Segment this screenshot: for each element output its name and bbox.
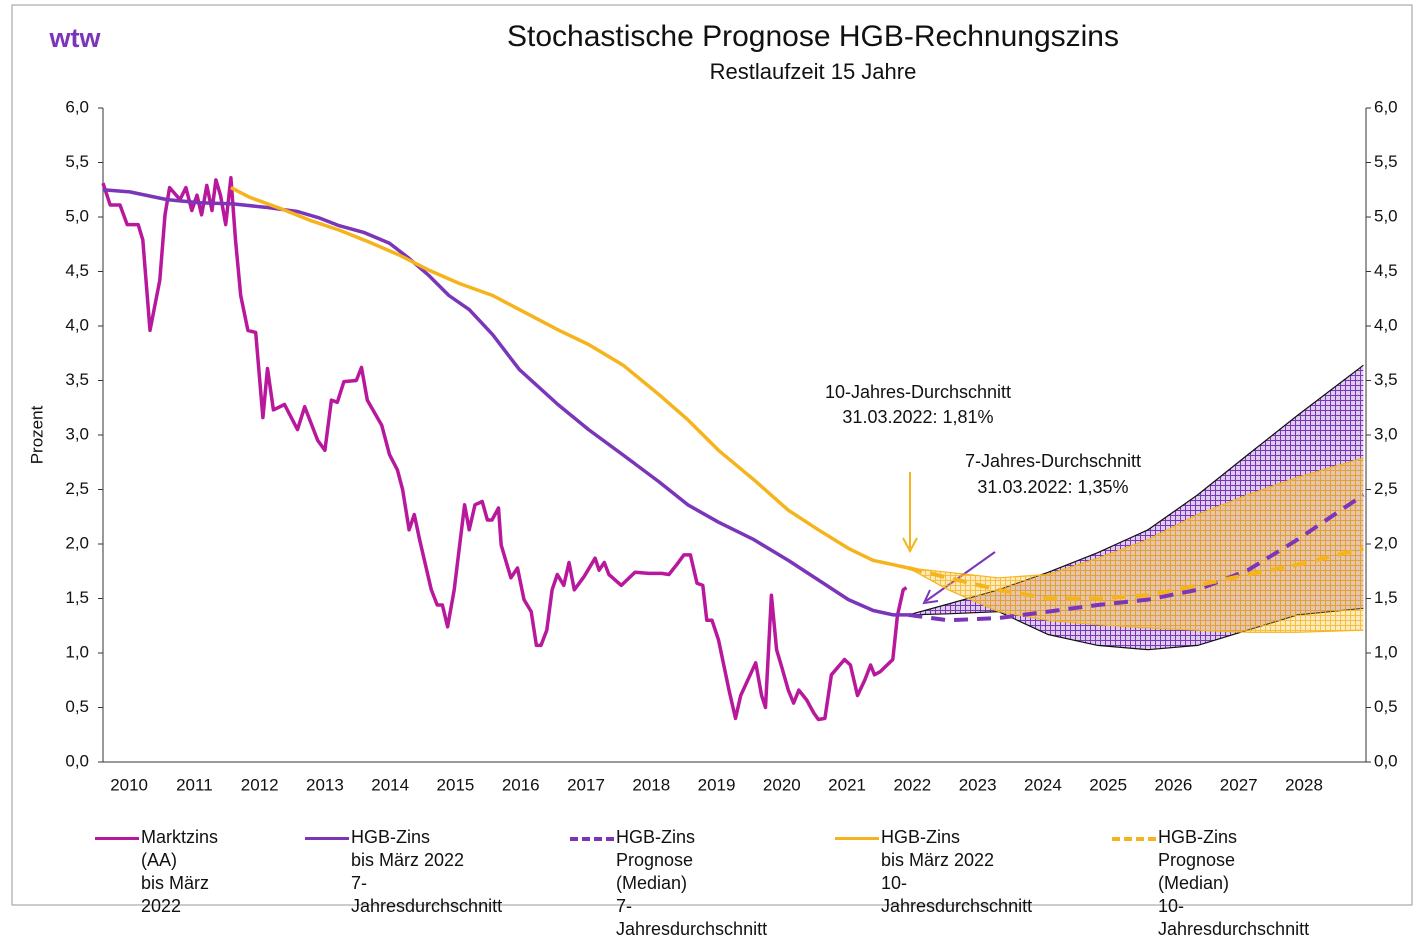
- legend-label: HGB-Zins bis März 2022 7-Jahresdurchschn…: [351, 827, 503, 916]
- y-tick-label: 3,5: [65, 370, 89, 389]
- y-tick-label: 1,0: [65, 642, 89, 661]
- y-tick-label: 1,5: [65, 588, 89, 607]
- x-tick-label: 2011: [176, 775, 213, 794]
- series-line: [908, 493, 1365, 623]
- x-tick-label: 2015: [437, 775, 475, 794]
- x-tick-label: 2019: [698, 775, 736, 794]
- band-lower: [908, 567, 1364, 633]
- x-tick-label: 2017: [567, 775, 605, 794]
- logo: wtw: [49, 23, 102, 53]
- band-upper: [908, 457, 1364, 579]
- series-line: [230, 186, 909, 570]
- chart-title: Stochastische Prognose HGB-Rechnungszins: [507, 20, 1119, 53]
- chart: wtw Stochastische Prognose HGB-Rechnungs…: [11, 4, 1413, 906]
- x-tick-label: 2028: [1285, 775, 1323, 794]
- x-tick-label: 2014: [371, 775, 409, 794]
- x-tick-label: 2027: [1220, 775, 1258, 794]
- y2-tick-label: 2,5: [1374, 479, 1398, 498]
- legend-label: HGB-Zins bis März 2022 10-Jahresdurchsch…: [881, 827, 1033, 916]
- annotation: 10-Jahres-Durchschnitt: [825, 382, 1011, 402]
- y-tick-label: 0,5: [65, 697, 89, 716]
- chart-subtitle: Restlaufzeit 15 Jahre: [710, 59, 917, 84]
- x-tick-label: 2016: [502, 775, 540, 794]
- y-tick-label: 0,0: [65, 751, 89, 770]
- y-tick-label: 3,0: [65, 424, 89, 443]
- legend-swatch: [1112, 837, 1156, 841]
- series-line: [101, 176, 908, 722]
- x-tick-label: 2013: [306, 775, 344, 794]
- y-tick-label: 5,5: [65, 152, 89, 171]
- y2-tick-label: 4,5: [1374, 261, 1398, 280]
- annotation: 31.03.2022: 1,35%: [977, 477, 1128, 497]
- x-tick-label: 2020: [763, 775, 801, 794]
- y2-tick-label: 5,5: [1374, 152, 1398, 171]
- legend-swatch: [570, 837, 614, 841]
- y2-tick-label: 6,0: [1374, 97, 1398, 116]
- y-tick-label: 4,5: [65, 261, 89, 280]
- forecast-band: [908, 457, 1364, 633]
- x-tick-label: 2021: [828, 775, 866, 794]
- x-tick-label: 2024: [1024, 775, 1062, 794]
- y2-tick-label: 4,0: [1374, 315, 1398, 334]
- arrow-head: [922, 589, 939, 605]
- y2-tick-label: 1,0: [1374, 642, 1398, 661]
- frame: [11, 4, 1413, 906]
- annotation: 31.03.2022: 1,81%: [842, 407, 993, 427]
- x-tick-label: 2010: [110, 775, 148, 794]
- annotation: 7-Jahres-Durchschnitt: [965, 451, 1141, 471]
- y2-tick-label: 0,0: [1374, 751, 1398, 770]
- legend-label: HGB-Zins Prognose (Median) 10-Jahresdurc…: [1158, 827, 1310, 939]
- y2-tick-label: 3,5: [1374, 370, 1398, 389]
- legend-label: HGB-Zins Prognose (Median) 7-Jahresdurch…: [616, 827, 768, 939]
- arrow-head: [902, 537, 918, 554]
- x-tick-label: 2026: [1155, 775, 1193, 794]
- x-tick-label: 2025: [1089, 775, 1127, 794]
- y2-tick-label: 3,0: [1374, 424, 1398, 443]
- x-tick-label: 2018: [632, 775, 670, 794]
- y2-tick-label: 0,5: [1374, 697, 1398, 716]
- y-tick-label: 4,0: [65, 315, 89, 334]
- legend-swatch: [95, 837, 139, 840]
- y-tick-label: 5,0: [65, 206, 89, 225]
- y-axis-label: Prozent: [27, 405, 46, 464]
- page: wtw Stochastische Prognose HGB-Rechnungs…: [11, 4, 1413, 939]
- series-line: [102, 188, 909, 617]
- y-tick-label: 2,0: [65, 533, 89, 552]
- y-tick-label: 6,0: [65, 97, 89, 116]
- legend-swatch: [305, 837, 349, 840]
- x-tick-label: 2023: [959, 775, 997, 794]
- y2-tick-label: 2,0: [1374, 533, 1398, 552]
- y2-tick-label: 5,0: [1374, 206, 1398, 225]
- legend-label: Marktzins (AA) bis März 2022: [141, 827, 219, 916]
- x-tick-label: 2012: [241, 775, 279, 794]
- x-tick-label: 2022: [893, 775, 931, 794]
- y2-tick-label: 1,5: [1374, 588, 1398, 607]
- y-tick-label: 2,5: [65, 479, 89, 498]
- legend-swatch: [835, 837, 879, 840]
- series-line: [907, 546, 1364, 601]
